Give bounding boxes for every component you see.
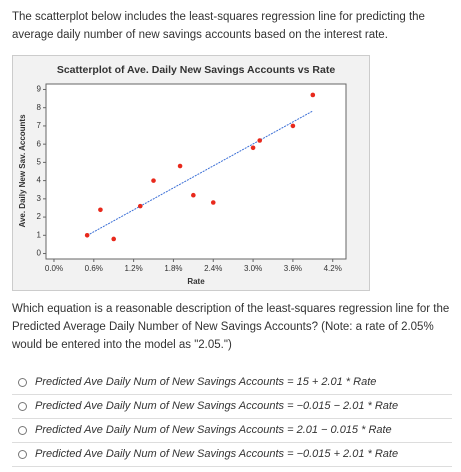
y-tick-label: 7 bbox=[37, 121, 42, 130]
point bbox=[257, 138, 263, 143]
y-axis-label: Ave. Daily New Sav. Accounts bbox=[18, 114, 27, 228]
radio[interactable] bbox=[18, 377, 27, 387]
option-text: Predicted Ave Daily Num of New Savings A… bbox=[35, 376, 377, 388]
point bbox=[210, 200, 216, 205]
y-tick-label: 8 bbox=[37, 103, 42, 112]
option-text: Predicted Ave Daily Num of New Savings A… bbox=[35, 400, 399, 412]
point bbox=[137, 203, 143, 209]
x-tick-label: 2.4% bbox=[204, 264, 222, 273]
option[interactable]: Predicted Ave Daily Num of New Savings A… bbox=[12, 442, 452, 467]
radio[interactable] bbox=[18, 425, 27, 435]
point bbox=[191, 192, 196, 198]
y-tick-label: 1 bbox=[37, 230, 42, 239]
chart: Scatterplot of Ave. Daily New Savings Ac… bbox=[18, 64, 347, 286]
y-tick-label: 9 bbox=[37, 85, 42, 94]
x-tick-label: 3.6% bbox=[284, 264, 302, 273]
chart-title: Scatterplot of Ave. Daily New Savings Ac… bbox=[57, 64, 335, 76]
y-tick-label: 0 bbox=[37, 249, 42, 258]
x-tick-label: 1.2% bbox=[124, 264, 142, 273]
plot-area bbox=[45, 83, 347, 260]
x-tick-label: 3.0% bbox=[244, 264, 262, 273]
point bbox=[177, 163, 183, 169]
x-tick-label: 0.0% bbox=[45, 264, 63, 273]
point bbox=[151, 178, 156, 183]
y-tick-label: 2 bbox=[37, 212, 42, 221]
y-tick-label: 6 bbox=[37, 139, 42, 148]
x-tick-label: 1.8% bbox=[164, 264, 182, 273]
radio[interactable] bbox=[18, 449, 27, 459]
intro: The scatterplot below includes the least… bbox=[12, 11, 425, 41]
x-tick-label: 0.6% bbox=[85, 264, 103, 273]
option[interactable]: Predicted Ave Daily Num of New Savings A… bbox=[12, 394, 452, 419]
y-tick-label: 3 bbox=[37, 194, 42, 203]
point bbox=[84, 233, 90, 238]
option[interactable]: Predicted Ave Daily Num of New Savings A… bbox=[12, 418, 452, 443]
option[interactable]: Predicted Ave Daily Num of New Savings A… bbox=[12, 370, 452, 395]
point bbox=[98, 207, 103, 213]
y-tick-label: 5 bbox=[37, 157, 42, 166]
option-text: Predicted Ave Daily Num of New Savings A… bbox=[35, 448, 399, 460]
point bbox=[111, 236, 116, 242]
x-axis-label: Rate bbox=[187, 277, 205, 286]
question: Which equation is a reasonable descripti… bbox=[12, 303, 450, 351]
regression-line bbox=[86, 110, 314, 236]
point bbox=[310, 92, 316, 98]
point bbox=[290, 123, 296, 129]
x-tick-label: 4.2% bbox=[324, 264, 342, 273]
radio[interactable] bbox=[18, 401, 27, 411]
chart-frame: Scatterplot of Ave. Daily New Savings Ac… bbox=[12, 55, 370, 291]
option-text: Predicted Ave Daily Num of New Savings A… bbox=[35, 424, 392, 436]
point bbox=[250, 145, 256, 151]
y-tick-label: 4 bbox=[37, 176, 42, 185]
